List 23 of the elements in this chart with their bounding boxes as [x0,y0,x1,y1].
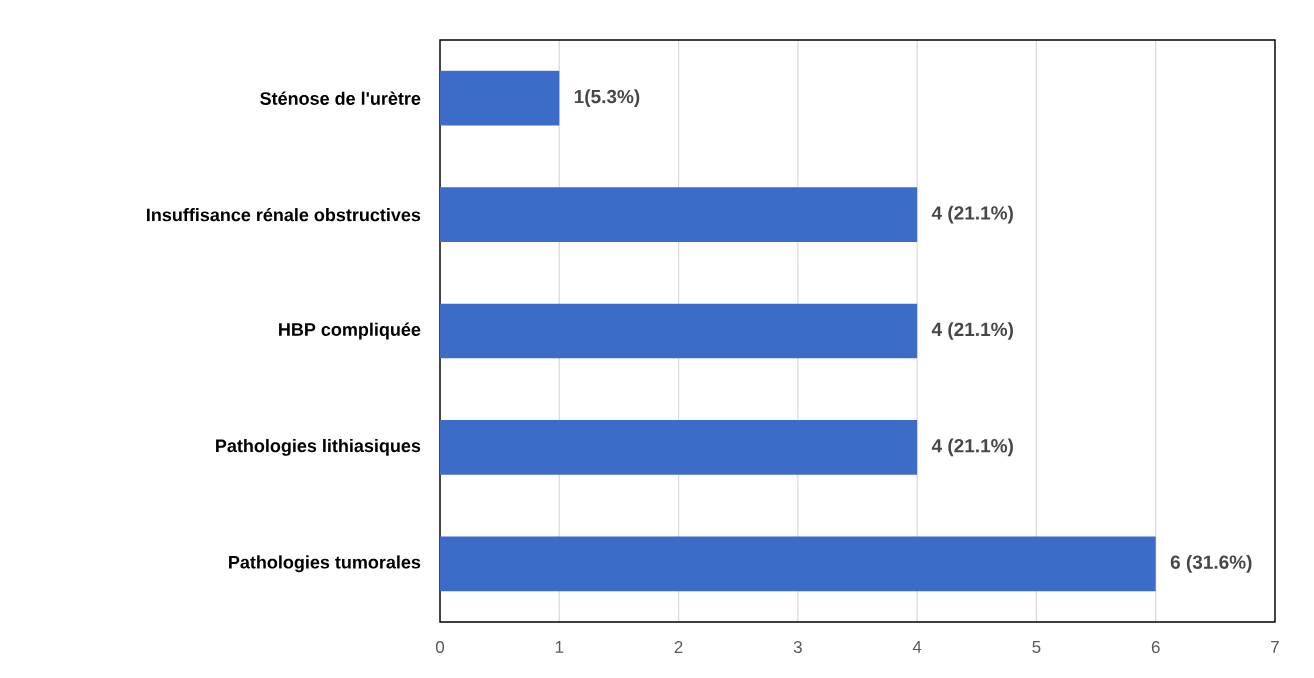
data-label: 4 (21.1%) [931,438,1013,457]
x-tick-label: 0 [435,641,445,654]
y-tick-label: Sténose de l'urètre [260,91,421,105]
y-tick-label: Insuffisance rénale obstructives [147,207,421,222]
data-label: 4 (21.1%) [931,205,1013,224]
y-tick-label: HBP compliquée [279,322,421,340]
bar [440,303,918,359]
data-label: 6 (31.6%) [1170,554,1252,573]
y-tick-label: Pathologies tumorales [229,555,421,573]
x-tick-label: 1 [555,641,564,653]
bar [440,70,560,126]
bar [440,536,1156,592]
x-tick-label: 4 [912,641,922,653]
data-label: 4 (21.1%) [931,322,1013,340]
data-label: 1(5.3%) [574,89,640,108]
x-tick-label: 3 [793,641,802,654]
x-tick-label: 6 [1151,641,1160,654]
y-tick-label: Pathologies lithiasiques [216,438,421,456]
x-tick-label: 2 [674,641,683,653]
x-tick-label: 5 [1032,641,1041,653]
x-tick-label: 7 [1271,641,1279,653]
bar [440,420,918,475]
bar [440,187,918,242]
